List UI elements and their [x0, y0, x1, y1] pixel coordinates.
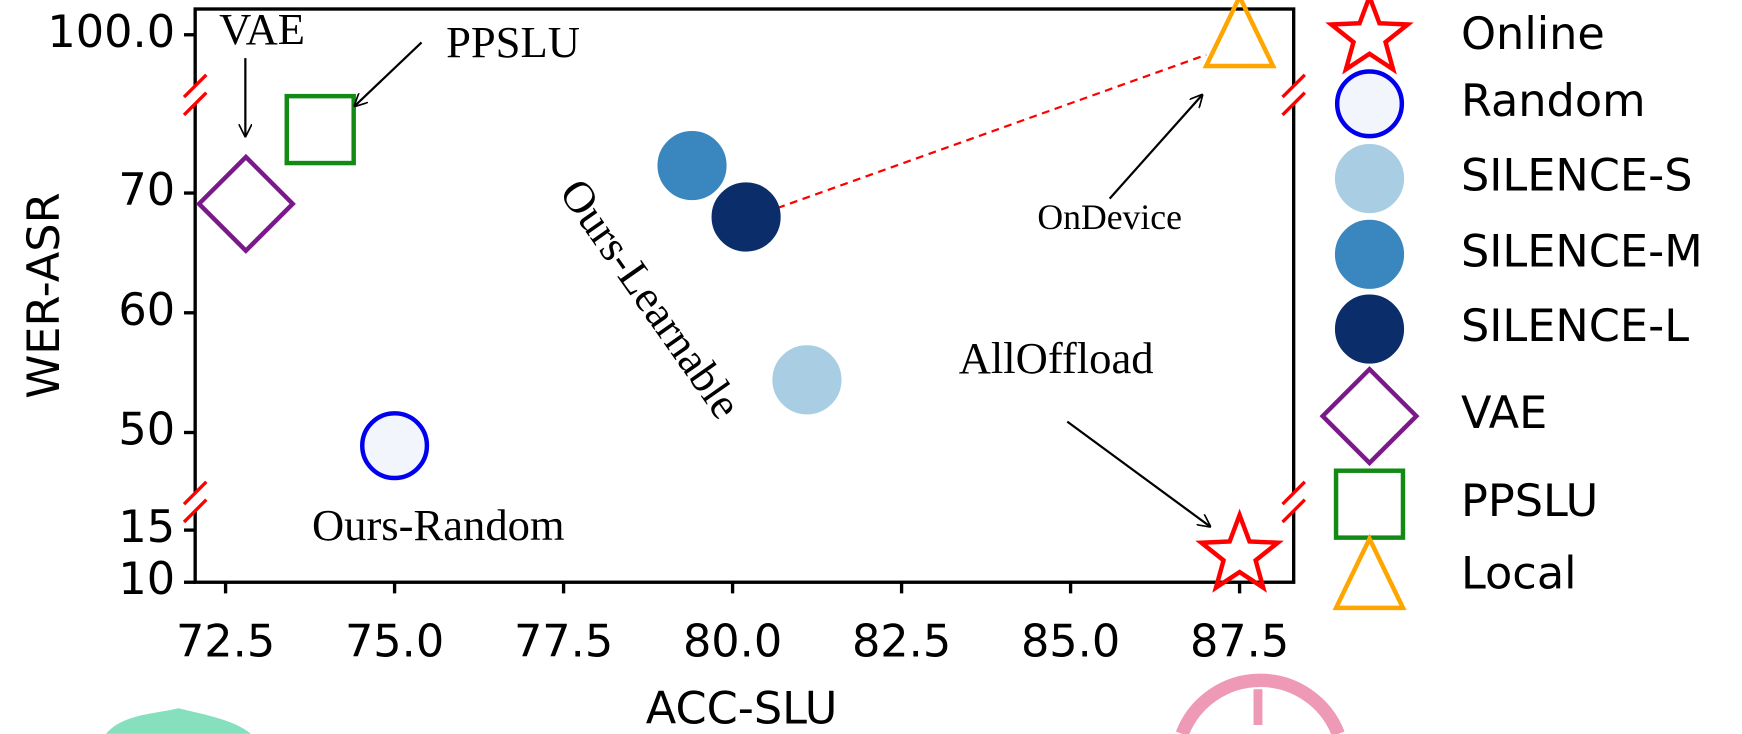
connector — [777, 55, 1206, 208]
decoration — [106, 708, 251, 734]
point — [1201, 515, 1277, 588]
point — [362, 413, 427, 478]
point — [714, 185, 779, 250]
legend-label: Local — [1461, 548, 1577, 600]
annotation: AllOffload — [959, 333, 1154, 383]
legend-label: SILENCE-L — [1461, 300, 1689, 352]
y-tick-label: 100.0 — [47, 6, 175, 58]
point — [660, 133, 725, 198]
y-tick-label: 60 — [118, 284, 175, 336]
legend-marker — [1336, 539, 1403, 608]
legend-label: PPSLU — [1461, 475, 1598, 527]
y-tick-label: 15 — [118, 501, 175, 553]
annotation: Ours-Random — [312, 500, 565, 550]
y-tick-label: 50 — [118, 404, 175, 456]
point — [199, 157, 293, 251]
x-tick-label: 85.0 — [1021, 616, 1120, 668]
legend-marker — [1337, 71, 1402, 136]
annotation-arrow — [1110, 95, 1203, 199]
legend-label: SILENCE-M — [1461, 225, 1703, 277]
legend-marker — [1336, 471, 1403, 538]
x-tick-label: 82.5 — [852, 616, 951, 668]
x-tick-label: 75.0 — [345, 616, 444, 668]
legend-marker — [1323, 369, 1417, 463]
y-axis-label: WER-ASR — [18, 192, 70, 398]
legend-label: Online — [1461, 8, 1605, 60]
legend-label: VAE — [1461, 387, 1547, 439]
legend-marker — [1337, 297, 1402, 362]
y-tick-label: 70 — [118, 164, 175, 216]
plot-frame — [195, 9, 1294, 582]
x-tick-label: 80.0 — [683, 616, 782, 668]
annotation-arrow — [355, 42, 422, 106]
legend-marker — [1331, 0, 1407, 69]
x-tick-label: 87.5 — [1190, 616, 1289, 668]
annotation-arrow — [1067, 422, 1210, 527]
legend-marker — [1337, 222, 1402, 287]
annotation: PPSLU — [446, 17, 580, 67]
legend-marker — [1337, 146, 1402, 211]
point — [287, 96, 354, 163]
annotation: VAE — [219, 4, 305, 54]
chart: ACC-SLU WER-ASR 1015 50 60 70 100.0 72.5 75.0 7… — [0, 0, 1742, 734]
annotation: OnDevice — [1037, 197, 1182, 237]
x-axis-label: ACC-SLU — [646, 683, 838, 734]
x-tick-label: 72.5 — [176, 616, 275, 668]
point — [775, 347, 840, 412]
legend-label: Random — [1461, 75, 1646, 127]
x-tick-label: 77.5 — [514, 616, 613, 668]
legend-label: SILENCE-S — [1461, 150, 1693, 202]
y-tick-label: 10 — [118, 553, 175, 605]
